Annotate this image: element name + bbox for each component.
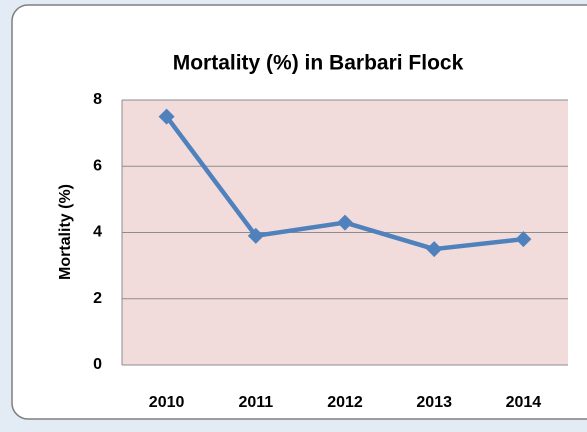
data-point [247,227,264,244]
y-tick-label: 8 [93,91,102,108]
y-tick-label: 4 [93,224,102,241]
y-tick-label: 0 [93,356,102,373]
data-point [426,241,443,258]
x-tick-label: 2014 [506,394,542,411]
data-point [158,108,175,125]
y-axis-label: Mortality (%) [57,184,74,280]
data-point [337,214,353,231]
y-tick-label: 2 [93,290,102,307]
x-tick-label: 2010 [149,394,185,411]
x-tick-label: 2011 [238,394,273,411]
data-point [515,231,532,248]
x-tick-label: 2013 [416,394,452,411]
chart-title: Mortality (%) in Barbari Flock [173,52,464,75]
y-tick-label: 6 [93,157,102,174]
x-tick-label: 2012 [327,394,363,411]
